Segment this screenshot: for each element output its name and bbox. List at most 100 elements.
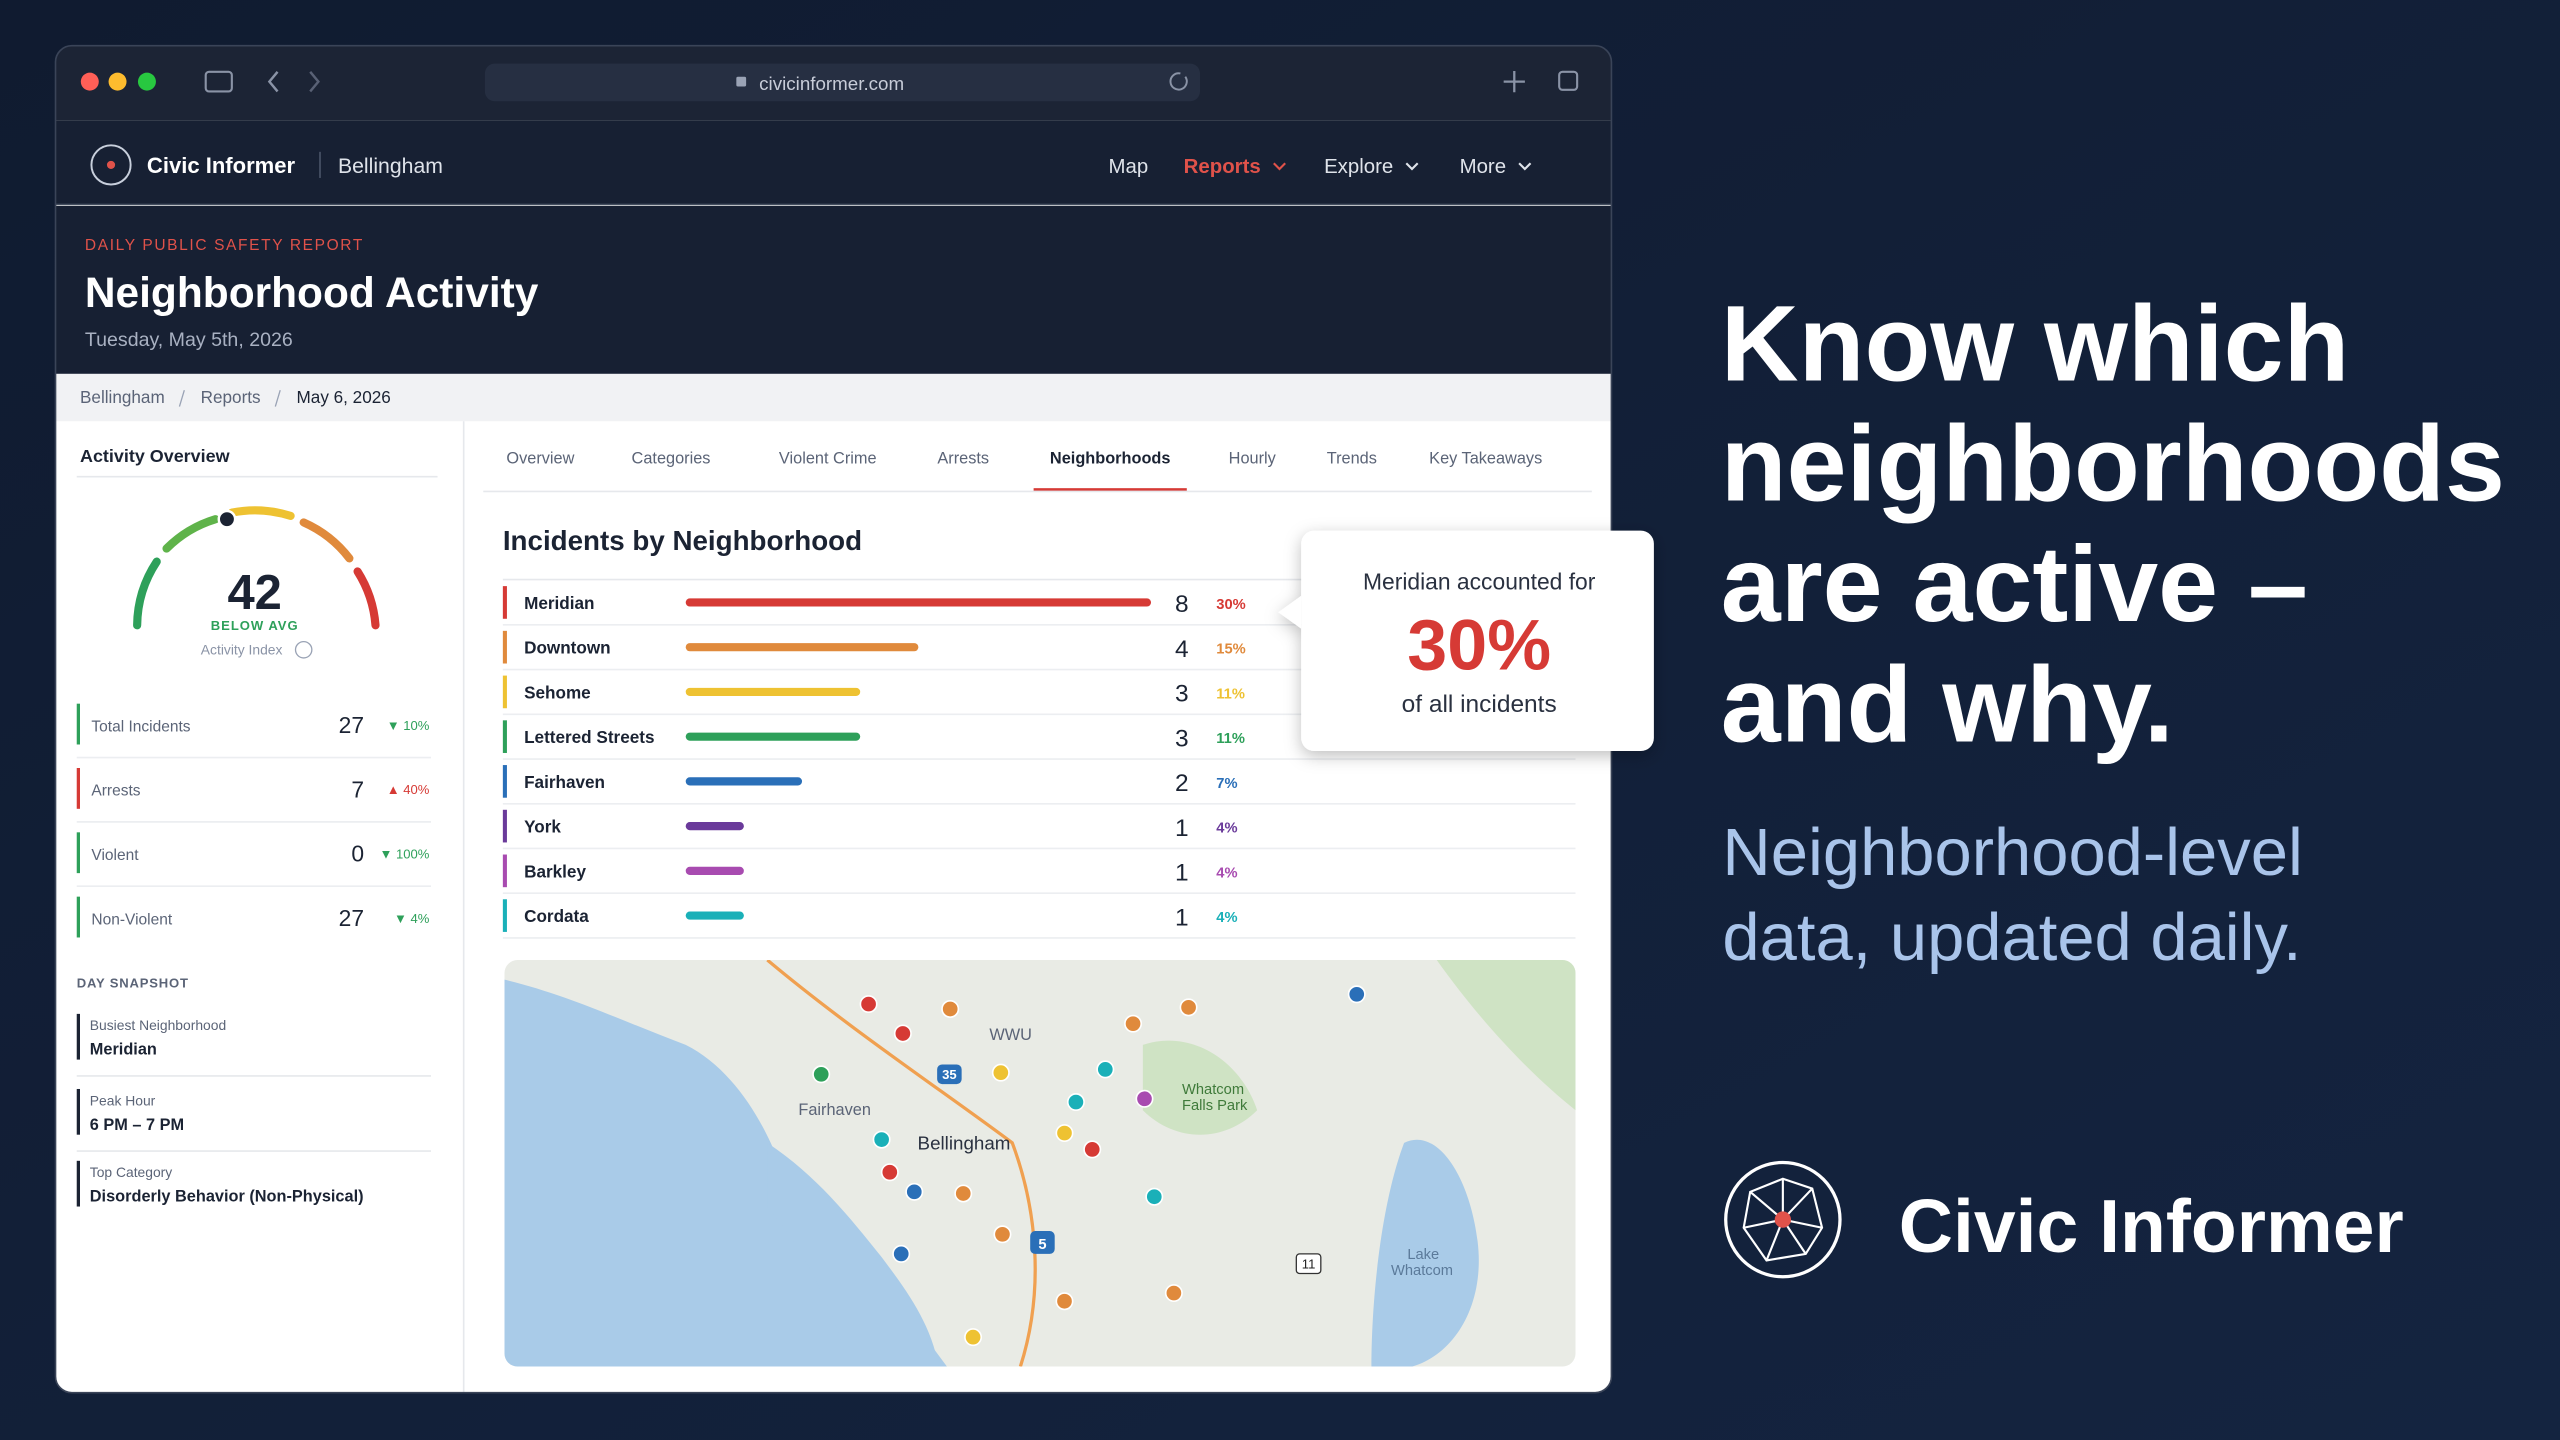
nav-caret (1273, 162, 1286, 171)
row-bar[interactable] (685, 866, 744, 875)
row-bar[interactable] (685, 687, 861, 696)
map-pin[interactable] (954, 1184, 973, 1203)
reload-button[interactable] (1169, 72, 1188, 91)
stat-accent (76, 703, 80, 745)
map-pin[interactable] (880, 1163, 899, 1182)
callout-pointer (1278, 595, 1302, 629)
sidebar-toggle[interactable] (204, 70, 233, 93)
map-pin[interactable] (941, 1000, 960, 1018)
map-pin[interactable] (964, 1328, 983, 1347)
map-pin[interactable] (1066, 1093, 1085, 1112)
row-bar[interactable] (685, 777, 803, 786)
promo-brand: Civic Informer (1899, 1184, 2404, 1268)
row-name[interactable]: Lettered Streets (524, 727, 654, 747)
nav-logo-dot (106, 160, 116, 169)
row-count: 3 (1175, 725, 1189, 752)
map-pin[interactable] (812, 1065, 831, 1084)
map-pin[interactable] (1145, 1187, 1164, 1206)
map-pin[interactable] (1055, 1124, 1074, 1143)
map-pin[interactable] (1055, 1292, 1074, 1311)
map-label: Lake (1407, 1247, 1439, 1263)
row-name[interactable]: Meridian (524, 593, 594, 613)
map-pin[interactable] (993, 1225, 1012, 1244)
nav-link[interactable]: More (1460, 156, 1506, 178)
map-pin[interactable] (905, 1182, 924, 1201)
map-pin[interactable] (1083, 1140, 1102, 1159)
nav-link[interactable]: Reports (1184, 156, 1261, 178)
map-pin[interactable] (892, 1244, 911, 1263)
url-bar[interactable] (484, 63, 1200, 102)
logo-ring (1724, 1160, 1842, 1279)
route-shield (1030, 1231, 1055, 1254)
snapshot-accent (76, 1088, 80, 1135)
row-share: 4% (1216, 865, 1237, 881)
row-accent (502, 675, 507, 709)
map-pin[interactable] (1135, 1089, 1154, 1108)
nav-logo[interactable] (90, 144, 132, 186)
tabs-button[interactable] (1558, 70, 1579, 91)
gauge (133, 506, 380, 630)
row-name[interactable]: Cordata (524, 906, 589, 926)
snapshot: Busiest Neighborhood Meridian Peak Hour 6 P… (76, 1013, 432, 1207)
map[interactable]: WWU Fairhaven Bellingham Whatcom Falls P… (504, 960, 1576, 1367)
map-pin[interactable] (872, 1130, 891, 1149)
row-accent (502, 809, 507, 843)
zoom-button[interactable] (137, 72, 156, 91)
close-button[interactable] (80, 72, 99, 91)
map-pin[interactable] (1179, 998, 1198, 1017)
row-count: 1 (1175, 904, 1189, 931)
tab[interactable]: Key Takeaways (1429, 450, 1542, 468)
help-icon[interactable] (294, 640, 313, 659)
minimize-button[interactable] (108, 72, 127, 91)
callout (1278, 530, 1654, 752)
back-button[interactable] (267, 71, 279, 93)
row-accent (502, 899, 507, 932)
logo-center (1774, 1211, 1792, 1228)
row-bar[interactable] (685, 732, 861, 741)
map-pin[interactable] (991, 1063, 1010, 1082)
tab[interactable]: Arrests (937, 450, 989, 468)
map-pin[interactable] (1164, 1284, 1183, 1303)
tab[interactable]: Violent Crime (779, 450, 877, 468)
row-bar[interactable] (685, 822, 744, 831)
stat-change: ▼ 100% (379, 846, 429, 861)
route-number: 35 (942, 1067, 957, 1082)
map-pin[interactable] (1347, 985, 1366, 1004)
row-name[interactable]: Sehome (524, 682, 591, 702)
nav-brand[interactable]: Civic Informer (147, 153, 296, 178)
gauge-needle (217, 509, 237, 529)
tab[interactable]: Trends (1327, 450, 1377, 468)
row-name[interactable]: Downtown (524, 638, 611, 658)
row-name[interactable]: York (524, 817, 561, 837)
gauge-arc (299, 518, 354, 563)
tab[interactable]: Hourly (1229, 450, 1277, 468)
new-tab-button[interactable] (1503, 71, 1525, 93)
row-bar[interactable] (685, 911, 744, 920)
row-bar[interactable] (685, 598, 1152, 607)
stat-label: Non-Violent (91, 911, 172, 928)
map-label: Falls Park (1182, 1098, 1248, 1114)
map-pin[interactable] (893, 1024, 912, 1043)
report-eyebrow: DAILY PUBLIC SAFETY REPORT (85, 237, 364, 254)
tab[interactable]: Neighborhoods (1050, 450, 1171, 468)
row-count: 3 (1175, 681, 1189, 708)
nav-link[interactable]: Explore (1324, 156, 1393, 178)
breadcrumb-item[interactable]: Reports (201, 387, 261, 407)
row-share: 11% (1216, 686, 1245, 702)
stat-value: 0 (351, 841, 364, 867)
map-pin[interactable] (1096, 1060, 1115, 1079)
row-bar[interactable] (685, 643, 919, 652)
forward-button[interactable] (309, 71, 320, 93)
stat-change: ▲ 40% (387, 782, 430, 797)
promo-subhead: data, updated daily. (1722, 900, 2301, 975)
tab[interactable]: Categories (632, 450, 711, 468)
breadcrumb-item[interactable]: Bellingham (80, 387, 165, 407)
map-label: Bellingham (918, 1132, 1011, 1153)
row-name[interactable]: Barkley (524, 861, 586, 881)
tab[interactable]: Overview (506, 450, 574, 468)
nav-link[interactable]: Map (1109, 156, 1149, 178)
row-name[interactable]: Fairhaven (524, 772, 605, 792)
row-accent (502, 765, 507, 798)
map-pin[interactable] (859, 995, 878, 1014)
map-pin[interactable] (1124, 1014, 1143, 1033)
